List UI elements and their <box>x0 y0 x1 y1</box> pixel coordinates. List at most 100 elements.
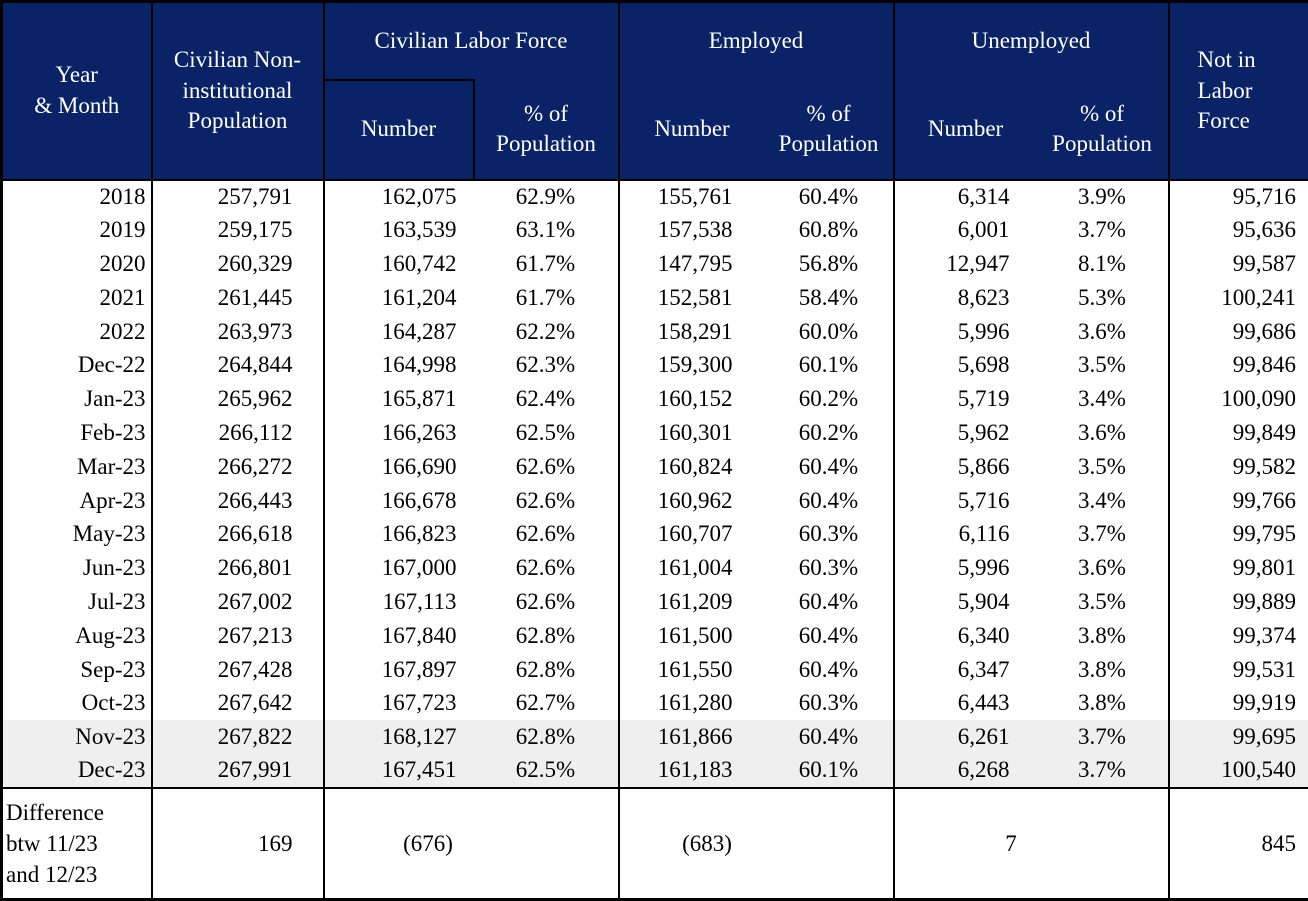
cell-nilf: 99,846 <box>1169 348 1308 382</box>
cell-clf-number: 164,998 <box>324 348 474 382</box>
cell-nilf: 100,540 <box>1169 754 1308 788</box>
cell-unemployed-pct: 3.7% <box>1037 517 1169 551</box>
cell-unemployed-pct: 3.7% <box>1037 213 1169 247</box>
cell-nilf: 95,716 <box>1169 180 1308 214</box>
cell-unemployed-pct: 3.9% <box>1037 180 1169 214</box>
header-group-civilian-labor-force: Civilian Labor Force <box>324 2 619 80</box>
cell-employed-pct: 56.8% <box>765 247 894 281</box>
cell-clf-number: 165,871 <box>324 382 474 416</box>
cell-clf-number: 167,000 <box>324 551 474 585</box>
table-footer: Difference btw 11/23 and 12/23 169 (676)… <box>2 788 1308 900</box>
header-employed-pct: % of Population <box>765 80 894 180</box>
cell-employed-number: 160,707 <box>619 517 765 551</box>
cell-employed-pct: 60.1% <box>765 754 894 788</box>
cell-unemployed-number: 5,716 <box>894 484 1037 518</box>
difference-unemployed: 7 <box>894 788 1169 900</box>
table-row: Nov-23 267,822 168,127 62.8% 161,866 60.… <box>2 720 1308 754</box>
cell-nilf: 99,582 <box>1169 450 1308 484</box>
cell-nilf: 95,636 <box>1169 213 1308 247</box>
cell-unemployed-number: 5,996 <box>894 551 1037 585</box>
cell-clf-number: 166,690 <box>324 450 474 484</box>
cell-unemployed-pct: 3.4% <box>1037 382 1169 416</box>
cell-employed-number: 152,581 <box>619 281 765 315</box>
cell-clf-pct: 62.4% <box>474 382 619 416</box>
header-unemployed-number: Number <box>894 80 1037 180</box>
table-row: Dec-22 264,844 164,998 62.3% 159,300 60.… <box>2 348 1308 382</box>
cell-nilf: 99,919 <box>1169 686 1308 720</box>
cell-employed-number: 161,209 <box>619 585 765 619</box>
cell-nilf: 99,766 <box>1169 484 1308 518</box>
header-group-row: Year & Month Civilian Non- institutional… <box>2 2 1308 80</box>
cell-clf-number: 167,451 <box>324 754 474 788</box>
cell-unemployed-number: 6,443 <box>894 686 1037 720</box>
cell-employed-pct: 60.3% <box>765 551 894 585</box>
cell-employed-number: 147,795 <box>619 247 765 281</box>
cell-population: 267,822 <box>152 720 324 754</box>
table-header: Year & Month Civilian Non- institutional… <box>2 2 1308 180</box>
cell-period: Aug-23 <box>2 619 152 653</box>
cell-clf-number: 166,678 <box>324 484 474 518</box>
cell-employed-number: 161,500 <box>619 619 765 653</box>
cell-nilf: 99,686 <box>1169 315 1308 349</box>
cell-nilf: 99,801 <box>1169 551 1308 585</box>
cell-population: 267,428 <box>152 653 324 687</box>
cell-employed-pct: 60.4% <box>765 450 894 484</box>
cell-period: Oct-23 <box>2 686 152 720</box>
cell-employed-pct: 60.4% <box>765 653 894 687</box>
cell-employed-number: 160,301 <box>619 416 765 450</box>
cell-clf-pct: 61.7% <box>474 281 619 315</box>
table-body: 2018 257,791 162,075 62.9% 155,761 60.4%… <box>2 180 1308 788</box>
cell-nilf: 100,090 <box>1169 382 1308 416</box>
cell-employed-number: 155,761 <box>619 180 765 214</box>
cell-unemployed-number: 6,116 <box>894 517 1037 551</box>
header-group-unemployed: Unemployed <box>894 2 1169 80</box>
table-row: 2021 261,445 161,204 61.7% 152,581 58.4%… <box>2 281 1308 315</box>
cell-population: 266,801 <box>152 551 324 585</box>
cell-population: 267,991 <box>152 754 324 788</box>
cell-clf-pct: 62.5% <box>474 416 619 450</box>
cell-period: Apr-23 <box>2 484 152 518</box>
cell-nilf: 99,795 <box>1169 517 1308 551</box>
cell-population: 266,272 <box>152 450 324 484</box>
header-population: Civilian Non- institutional Population <box>152 2 324 180</box>
cell-unemployed-number: 5,866 <box>894 450 1037 484</box>
header-year-month: Year & Month <box>2 2 152 180</box>
cell-employed-pct: 60.1% <box>765 348 894 382</box>
cell-clf-pct: 62.8% <box>474 619 619 653</box>
cell-clf-number: 167,113 <box>324 585 474 619</box>
cell-population: 267,213 <box>152 619 324 653</box>
cell-employed-pct: 60.0% <box>765 315 894 349</box>
cell-unemployed-pct: 3.4% <box>1037 484 1169 518</box>
cell-clf-pct: 63.1% <box>474 213 619 247</box>
cell-unemployed-number: 5,996 <box>894 315 1037 349</box>
cell-clf-pct: 62.3% <box>474 348 619 382</box>
table-row: 2019 259,175 163,539 63.1% 157,538 60.8%… <box>2 213 1308 247</box>
cell-population: 266,112 <box>152 416 324 450</box>
cell-unemployed-pct: 3.7% <box>1037 754 1169 788</box>
cell-unemployed-pct: 3.6% <box>1037 551 1169 585</box>
cell-period: Jan-23 <box>2 382 152 416</box>
cell-employed-pct: 60.4% <box>765 619 894 653</box>
cell-employed-pct: 60.4% <box>765 180 894 214</box>
cell-unemployed-number: 5,698 <box>894 348 1037 382</box>
cell-unemployed-pct: 3.8% <box>1037 619 1169 653</box>
header-unemployed-pct: % of Population <box>1037 80 1169 180</box>
table-row: Jul-23 267,002 167,113 62.6% 161,209 60.… <box>2 585 1308 619</box>
cell-employed-pct: 60.2% <box>765 382 894 416</box>
cell-nilf: 99,374 <box>1169 619 1308 653</box>
cell-period: 2021 <box>2 281 152 315</box>
table-row: Sep-23 267,428 167,897 62.8% 161,550 60.… <box>2 653 1308 687</box>
cell-period: Jun-23 <box>2 551 152 585</box>
cell-period: 2020 <box>2 247 152 281</box>
cell-unemployed-pct: 3.7% <box>1037 720 1169 754</box>
cell-employed-number: 161,280 <box>619 686 765 720</box>
table-row: May-23 266,618 166,823 62.6% 160,707 60.… <box>2 517 1308 551</box>
cell-employed-number: 160,962 <box>619 484 765 518</box>
cell-clf-number: 164,287 <box>324 315 474 349</box>
cell-unemployed-number: 6,261 <box>894 720 1037 754</box>
cell-nilf: 99,849 <box>1169 416 1308 450</box>
difference-row: Difference btw 11/23 and 12/23 169 (676)… <box>2 788 1308 900</box>
cell-population: 261,445 <box>152 281 324 315</box>
cell-clf-number: 161,204 <box>324 281 474 315</box>
